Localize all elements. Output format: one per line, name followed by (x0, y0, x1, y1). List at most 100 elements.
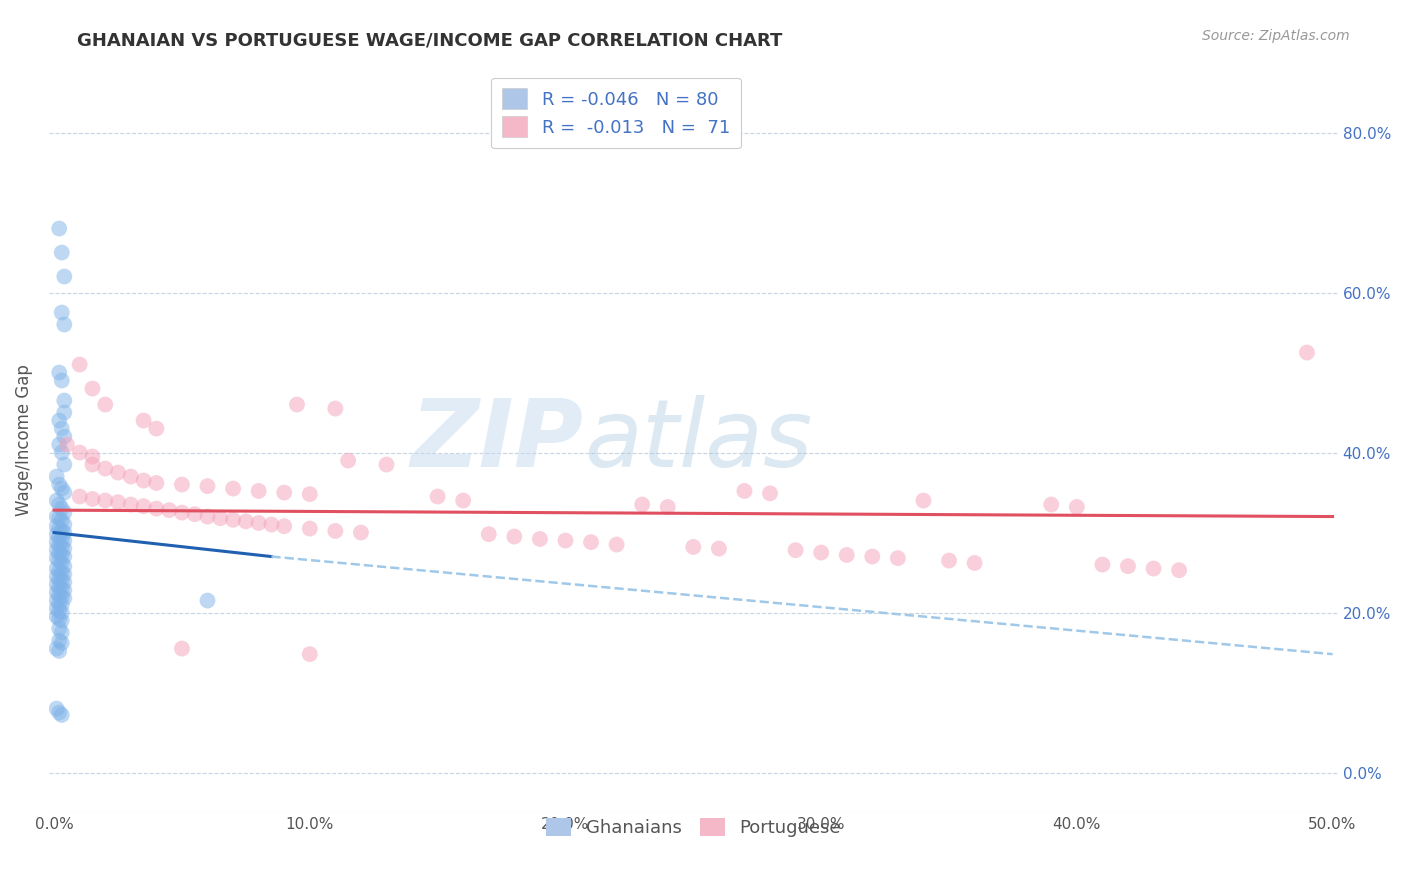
Point (51, 514, 73, 528)
Point (51, 532, 73, 546)
Point (51, 445, 73, 459)
Point (451, 493, 474, 508)
Point (1066, 500, 1088, 514)
Point (759, 486, 782, 500)
Point (48, 633, 70, 648)
Point (82, 450, 104, 464)
Point (48, 366, 70, 380)
Point (51, 501, 73, 516)
Point (273, 519, 295, 533)
Point (53, 591, 76, 606)
Point (1040, 498, 1063, 512)
Point (48, 706, 70, 720)
Point (48, 511, 70, 525)
Point (145, 501, 167, 516)
Point (53, 567, 76, 582)
Point (503, 530, 526, 544)
Point (170, 477, 193, 491)
Point (51, 636, 73, 650)
Point (51, 421, 73, 435)
Point (45, 609, 67, 624)
Point (197, 479, 219, 493)
Point (53, 458, 76, 472)
Point (53, 517, 76, 532)
Point (51, 374, 73, 388)
Point (170, 641, 193, 656)
Point (682, 540, 704, 554)
Point (51, 524, 73, 538)
Point (810, 545, 832, 559)
Point (48, 553, 70, 567)
Point (48, 545, 70, 559)
Point (48, 413, 70, 427)
Legend: Ghanaians, Portuguese: Ghanaians, Portuguese (538, 811, 848, 845)
Point (48, 596, 70, 610)
Point (963, 556, 986, 570)
Point (53, 575, 76, 590)
Point (48, 221, 70, 235)
Point (887, 551, 910, 566)
Point (785, 543, 807, 558)
Point (912, 493, 935, 508)
Point (707, 541, 730, 556)
Point (51, 598, 73, 612)
Point (45, 551, 67, 566)
Point (48, 604, 70, 618)
Point (69, 358, 91, 372)
Point (733, 483, 755, 498)
Point (107, 466, 129, 480)
Point (53, 549, 76, 564)
Point (835, 548, 858, 562)
Point (82, 491, 104, 506)
Point (51, 574, 73, 588)
Point (325, 524, 347, 538)
Point (45, 535, 67, 549)
Point (45, 641, 67, 656)
Y-axis label: Wage/Income Gap: Wage/Income Gap (15, 365, 32, 516)
Point (285, 398, 308, 412)
Point (94, 461, 117, 475)
Point (298, 647, 321, 661)
Text: GHANAIAN VS PORTUGUESE WAGE/INCOME GAP CORRELATION CHART: GHANAIAN VS PORTUGUESE WAGE/INCOME GAP C… (77, 31, 783, 49)
Point (45, 601, 67, 615)
Point (631, 498, 654, 512)
Point (375, 458, 398, 472)
Point (298, 487, 321, 501)
Point (554, 533, 576, 548)
Point (51, 548, 73, 562)
Point (426, 490, 449, 504)
Text: ZIP: ZIP (411, 394, 583, 486)
Point (273, 485, 295, 500)
Point (1116, 559, 1139, 574)
Point (120, 498, 142, 512)
Point (94, 398, 117, 412)
Point (53, 393, 76, 408)
Point (1091, 558, 1114, 572)
Point (247, 516, 270, 530)
Point (53, 429, 76, 443)
Point (145, 421, 167, 435)
Point (51, 540, 73, 554)
Point (529, 532, 551, 546)
Point (183, 507, 205, 521)
Point (48, 564, 70, 578)
Point (69, 490, 91, 504)
Point (48, 522, 70, 536)
Point (51, 625, 73, 640)
Point (45, 493, 67, 508)
Point (145, 475, 167, 490)
Point (53, 318, 76, 332)
Point (45, 509, 67, 524)
Point (170, 506, 193, 520)
Point (48, 644, 70, 658)
Point (222, 482, 245, 496)
Point (606, 537, 628, 551)
Point (69, 445, 91, 459)
Point (48, 498, 70, 512)
Point (260, 517, 283, 532)
Point (478, 527, 501, 541)
Point (51, 305, 73, 319)
Point (53, 506, 76, 520)
Point (45, 561, 67, 575)
Point (197, 593, 219, 607)
